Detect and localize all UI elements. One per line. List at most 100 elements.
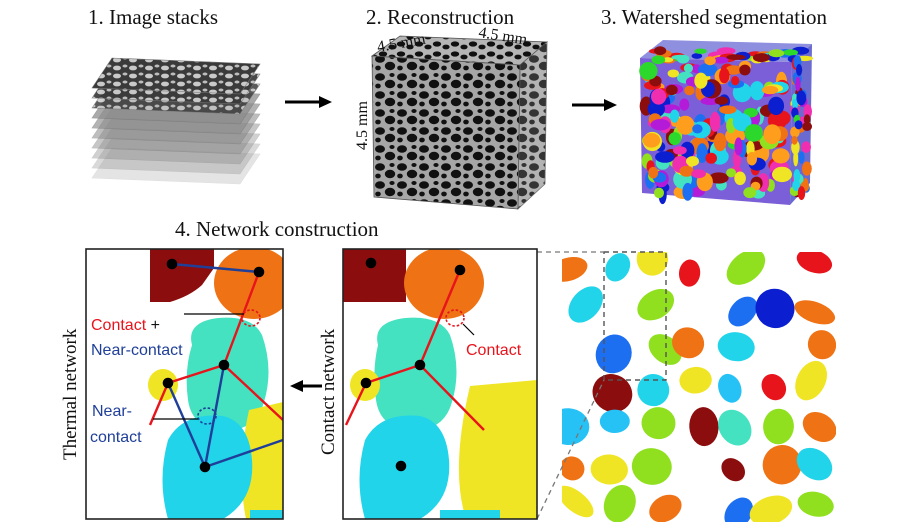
segmented-grain [639,62,658,80]
segmented-grain [689,407,719,447]
segmented-grain [797,491,834,517]
contact-edge [223,364,283,421]
segmented-grain [599,409,630,434]
arrow-reconstruction-to-watershed [572,99,617,111]
segmented-grain [793,150,799,167]
segmented-grain [718,373,742,403]
segmented-grain [679,98,690,111]
segmented-grain [762,444,802,485]
near-contact-label-line2: contact [90,429,142,446]
network-node [454,264,466,276]
segmented-grain [562,485,594,518]
segmented-grain [726,54,746,60]
contact-edge [419,364,485,431]
segmented-grain [749,81,765,101]
stack-layer [91,57,261,95]
segmented-grain [709,111,721,132]
segmented-grain [568,286,603,323]
thermal-plus-sign: + [146,317,160,334]
thermal-network-panel [85,248,284,520]
segmented-grain [590,454,628,485]
segmented-grain [678,259,701,287]
contact-edge [365,363,421,385]
segmented-grain [694,72,708,89]
thermal-contact-label: Contact + [91,317,160,334]
thermal-near-contact-label: Near-contact [91,342,183,359]
segmented-grain [713,56,729,64]
segmented-grain [683,63,694,73]
network-node [395,460,407,472]
segmented-grain [763,408,794,445]
segmented-grain [655,151,675,163]
segmented-grain [682,182,693,201]
segmented-grain [724,497,754,522]
segmented-grain [648,166,659,179]
segmented-grain [798,151,805,164]
segmented-grain [726,168,737,178]
segmented-grain [802,122,812,131]
step-title-reconstruction: 2. Reconstruction [366,5,515,29]
thermal-contact-word: Contact [91,317,147,334]
segmented-grain [796,90,807,106]
segmented-grain [636,252,669,276]
segmented-grain [650,119,671,131]
segmented-grain [676,115,695,135]
segmented-grain [651,88,667,105]
segmented-grains-zoom [562,251,836,522]
segmented-grain [791,135,798,145]
contact-circle [241,309,261,327]
step-title-network: 4. Network construction [175,217,379,241]
segmented-grain [807,330,836,360]
segmented-grain [691,169,706,179]
contact-circle [445,309,465,327]
segmented-grain [673,146,687,155]
network-node [218,359,230,371]
network-node [199,461,211,473]
watershed-segmentation-cube [639,40,814,205]
segmented-grain [794,300,836,325]
segmented-grain [692,124,703,134]
segmented-grain [672,327,705,359]
segmented-grain [783,49,798,56]
arrow-contact-to-thermal [290,380,322,392]
contact-edge [418,269,462,366]
segmented-grain [803,114,811,125]
segmented-grain [713,132,727,152]
network-node [360,377,372,389]
contact-network-panel [342,248,538,520]
contact-label: Contact [466,342,522,359]
segmented-grain [719,67,730,84]
segmented-grain [562,256,588,282]
arrow-stacks-to-reconstruction [285,96,332,108]
stack-layer [91,137,261,175]
segmented-grain [704,56,716,66]
segmented-grain [731,76,740,86]
segmented-grain [793,169,801,183]
segmented-grain [671,54,689,61]
step-title-watershed: 3. Watershed segmentation [601,5,827,29]
contact-edge [167,363,225,385]
segmented-grain [709,172,729,184]
segmented-grain [651,55,666,65]
segmented-grain [795,76,801,92]
segmented-grain [734,137,743,156]
segmented-grain [642,133,661,148]
segmented-grain [761,85,779,95]
segmented-grain [562,408,590,446]
segmented-grain [631,448,672,485]
segmented-grain [797,186,806,201]
segmented-grain [667,69,679,78]
segmented-grain [743,187,757,199]
segmented-grain [792,179,801,192]
segmented-grain [761,373,787,401]
segmented-grain [641,407,676,440]
segmented-grain [679,366,712,394]
segmented-grain [592,374,633,413]
segmented-grain [649,494,682,522]
segmented-grain [796,447,833,481]
segmented-grain [739,64,751,76]
segmented-grain [763,124,782,145]
segmented-grain [749,495,793,522]
segmented-grain [696,143,708,164]
segmented-grain [795,360,827,401]
